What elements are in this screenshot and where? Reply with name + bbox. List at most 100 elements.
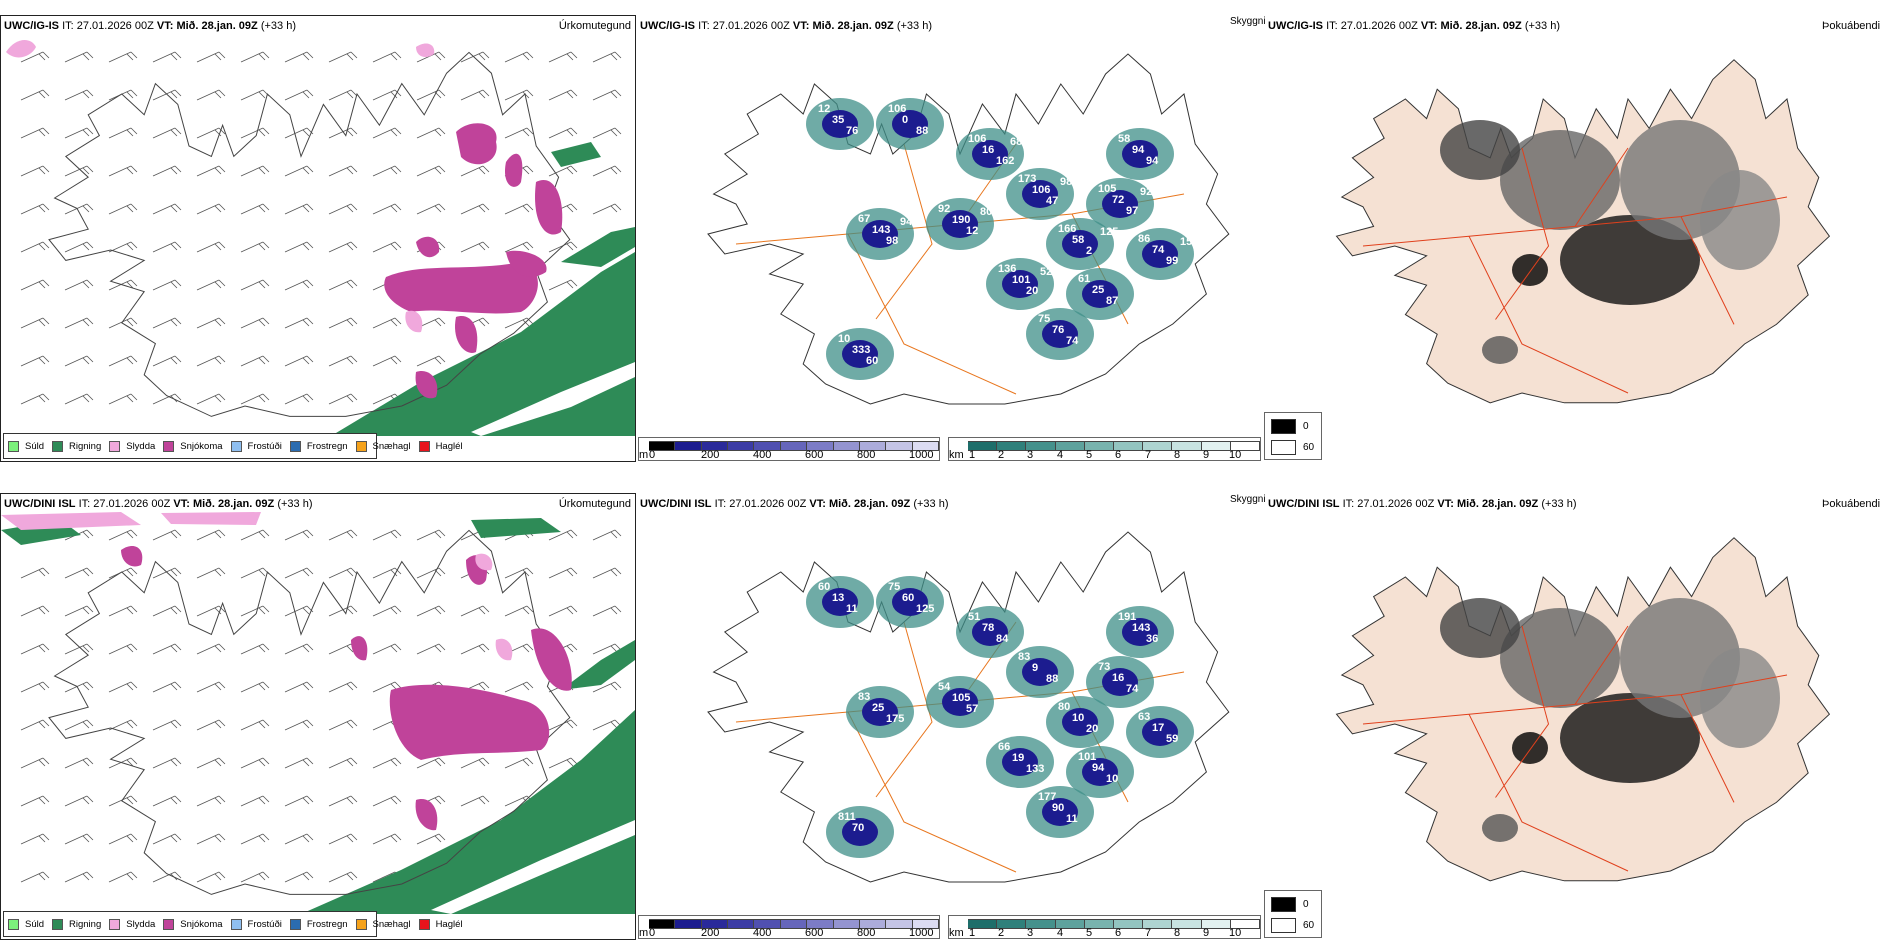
legend-item: Súld bbox=[8, 440, 44, 452]
wind-barb bbox=[20, 317, 50, 329]
wind-barb bbox=[372, 203, 402, 215]
visibility-label: 36 bbox=[1146, 633, 1158, 645]
visibility-label: 84 bbox=[996, 633, 1009, 645]
legend-label: Slydda bbox=[126, 440, 156, 452]
panel-header: UWC/DINI ISL IT: 27.01.2026 00Z VT: Mið.… bbox=[1268, 498, 1577, 510]
colorbar-cell bbox=[701, 920, 729, 928]
wind-barb bbox=[240, 643, 270, 655]
row-ig-is: UWC/IG-IS IT: 27.01.2026 00Z VT: Mið. 28… bbox=[0, 0, 1900, 470]
tick-label: 5 bbox=[1086, 927, 1093, 939]
wind-barb bbox=[592, 529, 622, 541]
visibility-label: 60 bbox=[902, 592, 914, 604]
colorbar-cell bbox=[912, 920, 939, 928]
legend-item: Haglél bbox=[418, 440, 463, 452]
wind-barb bbox=[196, 757, 226, 769]
legend-label: Súld bbox=[25, 918, 45, 930]
wind-barb bbox=[504, 51, 534, 63]
vt-label: VT: bbox=[792, 20, 810, 32]
wind-barb bbox=[20, 757, 50, 769]
colorbar-cell bbox=[968, 442, 998, 450]
wind-barb bbox=[152, 241, 182, 253]
tick-label: 7 bbox=[1145, 449, 1152, 461]
tick-label: 9 bbox=[1203, 927, 1210, 939]
mountain-area bbox=[1062, 230, 1098, 258]
tick-label: 2 bbox=[998, 927, 1005, 939]
legend-item: Súld bbox=[8, 918, 45, 930]
wind-barb bbox=[64, 719, 94, 731]
visibility-label: 25 bbox=[1092, 284, 1104, 296]
precip-type-panel: UWC/IG-IS IT: 27.01.2026 00Z VT: Mið. 28… bbox=[0, 15, 636, 462]
unit-label: m bbox=[639, 449, 649, 461]
wind-barb bbox=[416, 605, 446, 617]
colorbar-cell bbox=[1113, 920, 1144, 928]
wind-barb bbox=[152, 279, 182, 291]
colorbar-cell bbox=[780, 442, 808, 450]
it-label: IT: bbox=[1326, 20, 1338, 32]
legend-item: Snjókoma bbox=[163, 440, 223, 452]
wind-barb bbox=[240, 51, 270, 63]
vt-label: VT: bbox=[173, 498, 190, 510]
fog-area bbox=[1700, 648, 1780, 748]
legend-label: Haglél bbox=[435, 440, 463, 452]
iceland-outline bbox=[48, 51, 571, 417]
tick-label: 4 bbox=[1057, 927, 1064, 939]
wind-barb bbox=[64, 871, 94, 883]
wind-barb bbox=[240, 567, 270, 579]
colorbar-cell bbox=[859, 920, 887, 928]
colorbar-cell bbox=[833, 442, 860, 450]
colorbar-cell bbox=[1113, 442, 1144, 450]
legend-item: Rigning bbox=[52, 918, 101, 930]
visibility-label: 13 bbox=[832, 592, 844, 604]
wind-barb bbox=[152, 203, 182, 215]
wind-barb bbox=[548, 51, 578, 63]
colorbar-cell bbox=[754, 920, 781, 928]
visibility-label: 190 bbox=[952, 214, 970, 226]
visibility-label: 166 bbox=[1058, 223, 1076, 235]
wind-barb bbox=[416, 165, 446, 177]
visibility-label: 133 bbox=[1026, 763, 1044, 775]
vt-value: Mið. 28.jan. 09Z bbox=[812, 20, 894, 32]
wind-barb bbox=[240, 757, 270, 769]
wind-barb bbox=[328, 51, 358, 63]
wind-barb bbox=[108, 605, 138, 617]
model-name: UWC/DINI ISL bbox=[640, 498, 712, 510]
vt-value: Mið. 28.jan. 09Z bbox=[1456, 498, 1539, 510]
wind-barb bbox=[372, 241, 402, 253]
panel-header: UWC/IG-IS IT: 27.01.2026 00Z VT: Mið. 28… bbox=[1268, 20, 1560, 32]
visibility-label: 99 bbox=[1166, 255, 1178, 267]
visibility-label: 94 bbox=[1146, 155, 1159, 167]
visibility-label: 143 bbox=[1132, 622, 1150, 634]
colorbar-cell bbox=[675, 442, 702, 450]
colorbar-cell bbox=[649, 442, 676, 450]
tick-label: 200 bbox=[701, 449, 720, 461]
unit-label: km bbox=[949, 927, 964, 939]
visibility-label: 87 bbox=[1106, 295, 1118, 307]
wind-barb bbox=[64, 51, 94, 63]
fog-legend: 0 60 bbox=[1264, 412, 1322, 460]
wind-barb bbox=[240, 833, 270, 845]
tick-label: 8 bbox=[1174, 449, 1181, 461]
wind-barb bbox=[152, 127, 182, 139]
visibility-label: 689 bbox=[1010, 136, 1028, 148]
legend-item: Slydda bbox=[109, 440, 156, 452]
wind-barb bbox=[64, 643, 94, 655]
wind-barb bbox=[284, 719, 314, 731]
visibility-label: 73 bbox=[1098, 661, 1110, 673]
colorbar-cell bbox=[807, 442, 834, 450]
visibility-label: 175 bbox=[886, 713, 904, 725]
model-name: UWC/DINI ISL bbox=[1268, 498, 1340, 510]
visibility-label: 51 bbox=[968, 611, 980, 623]
wind-barb bbox=[372, 127, 402, 139]
visibility-label: 47 bbox=[1046, 195, 1058, 207]
visibility-label: 88 bbox=[1046, 673, 1058, 685]
wind-barb bbox=[240, 203, 270, 215]
colorbar-cell bbox=[833, 920, 860, 928]
roads bbox=[1362, 147, 1788, 394]
wind-barb bbox=[284, 165, 314, 177]
colorbar-cell bbox=[886, 442, 913, 450]
swatch-snaehagl bbox=[355, 440, 367, 452]
wind-barb bbox=[152, 529, 182, 541]
it-value: 27.01.2026 00Z bbox=[729, 498, 807, 510]
